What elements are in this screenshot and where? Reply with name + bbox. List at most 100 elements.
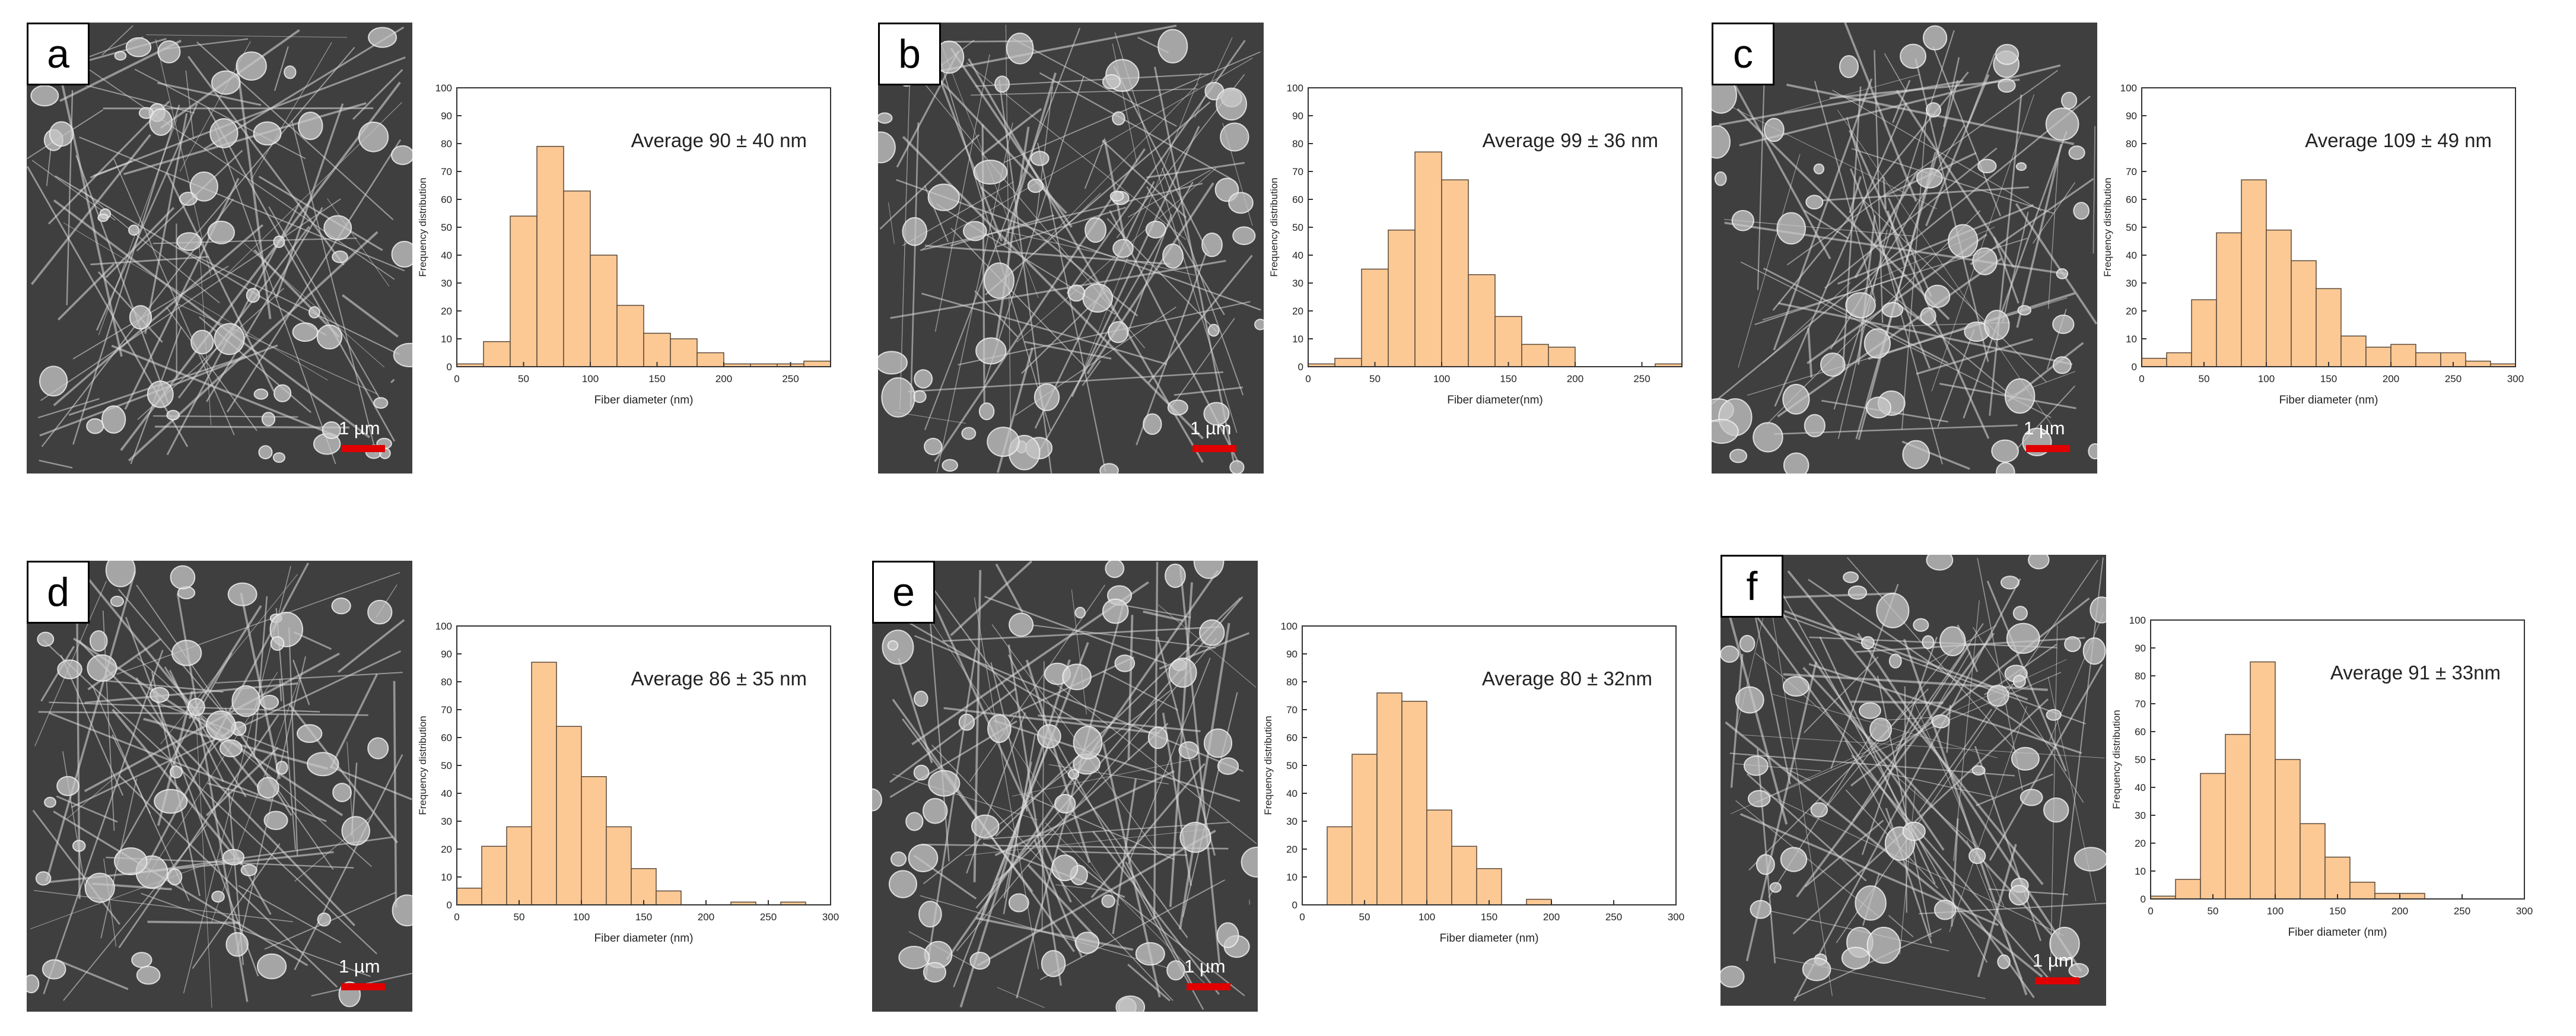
sem-image xyxy=(872,561,1258,1012)
scale-bar xyxy=(2026,445,2070,452)
histogram-bar xyxy=(1526,898,1552,905)
y-tick-label: 0 xyxy=(447,361,452,373)
histogram-bar xyxy=(536,145,564,367)
y-tick-label: 0 xyxy=(1298,361,1303,373)
x-tick-label: 300 xyxy=(2507,373,2524,384)
histogram-bar xyxy=(556,726,582,905)
histogram-bar xyxy=(563,190,591,367)
x-tick-label: 200 xyxy=(698,911,714,923)
histogram-bar xyxy=(1441,179,1469,367)
histogram-bar xyxy=(643,332,671,367)
histogram-bar xyxy=(456,888,482,905)
histogram-chart: 0 50 100 150 200 250 300 0 10 20 30 40 50 60 70 80 90 100… xyxy=(2102,82,2557,468)
y-tick-label: 30 xyxy=(1286,816,1297,827)
histogram-bar xyxy=(803,360,831,367)
x-tick-label: 150 xyxy=(2329,905,2346,917)
x-tick-label: 300 xyxy=(2516,905,2533,917)
y-tick-label: 20 xyxy=(441,844,452,855)
histogram-bar xyxy=(2316,288,2342,367)
x-tick-label: 250 xyxy=(2445,373,2461,384)
x-tick-label: 200 xyxy=(1567,373,1583,384)
y-tick-label: 80 xyxy=(441,676,452,688)
histogram-bar xyxy=(631,868,657,905)
x-tick-label: 50 xyxy=(2199,373,2210,384)
scale-bar xyxy=(341,983,385,990)
y-tick-label: 40 xyxy=(2135,782,2146,793)
x-axis-label: Fiber diameter (nm) xyxy=(1440,932,1539,945)
scale-bar-label: 1 µm xyxy=(339,956,380,977)
panel-label: a xyxy=(27,23,90,85)
average-annotation: Average 91 ± 33nm xyxy=(2330,662,2501,684)
y-tick-label: 90 xyxy=(1286,649,1297,660)
y-tick-label: 10 xyxy=(2135,866,2146,877)
y-tick-label: 90 xyxy=(441,110,452,122)
scale-bar-label: 1 µm xyxy=(1184,956,1226,977)
sem-image xyxy=(878,23,1264,473)
x-tick-label: 100 xyxy=(2258,373,2275,384)
y-tick-label: 80 xyxy=(2135,670,2146,682)
y-tick-label: 40 xyxy=(1286,788,1297,799)
histogram-bar xyxy=(531,662,557,905)
panel-e: e 1 µm 0 50 100 150 200 250 300 0 10 20 30 40 50 60 70… xyxy=(872,561,1726,1012)
y-tick-label: 70 xyxy=(441,166,452,177)
x-tick-label: 50 xyxy=(2208,905,2219,917)
x-tick-label: 250 xyxy=(1633,373,1650,384)
histogram-bar xyxy=(581,776,607,905)
histogram-bar xyxy=(1361,268,1389,367)
histogram-bar xyxy=(506,826,532,905)
y-tick-label: 70 xyxy=(1292,166,1303,177)
x-axis-label: Fiber diameter (nm) xyxy=(2279,394,2378,406)
y-tick-label: 60 xyxy=(1286,732,1297,743)
y-axis-label: Frequency distribution xyxy=(417,716,428,815)
histogram-bar xyxy=(1388,229,1416,367)
panel-label: e xyxy=(872,561,935,624)
histogram-bar xyxy=(2291,260,2317,367)
histogram-bar xyxy=(510,215,538,367)
histogram-bar xyxy=(1476,868,1502,905)
y-tick-label: 100 xyxy=(2129,615,2146,626)
panel-f: f 1 µm 0 50 100 150 200 250 300 0 10 20 30 40 50 60 70… xyxy=(1720,555,2575,1006)
histogram-bar xyxy=(1548,347,1576,367)
x-tick-label: 0 xyxy=(454,911,459,923)
bead-texture xyxy=(1720,555,2106,988)
y-axis-label: Frequency distribution xyxy=(1268,177,1280,277)
y-tick-label: 0 xyxy=(1292,900,1297,911)
panel-label: f xyxy=(1720,555,1783,618)
y-tick-label: 20 xyxy=(441,306,452,317)
y-tick-label: 50 xyxy=(441,760,452,771)
histogram-bar xyxy=(2340,335,2367,367)
y-tick-label: 90 xyxy=(2135,643,2146,654)
average-annotation: Average 90 ± 40 nm xyxy=(631,129,807,151)
histogram-bar xyxy=(2374,892,2400,900)
histogram-bar xyxy=(606,826,632,905)
y-tick-label: 40 xyxy=(441,250,452,261)
x-tick-label: 200 xyxy=(2383,373,2399,384)
histogram-chart: 0 50 100 150 200 250 0 10 20 30 40 50 60 70 80 90 100 Fib… xyxy=(1268,82,1723,468)
x-tick-label: 250 xyxy=(1605,911,1622,923)
histogram-bar xyxy=(1401,701,1427,905)
y-tick-label: 100 xyxy=(1287,82,1303,94)
x-tick-label: 200 xyxy=(1543,911,1560,923)
histogram-bar xyxy=(2191,299,2217,367)
x-tick-label: 0 xyxy=(454,373,459,384)
x-tick-label: 100 xyxy=(573,911,590,923)
average-annotation: Average 86 ± 35 nm xyxy=(631,668,807,689)
histogram-bar xyxy=(2166,352,2192,367)
histogram-bar xyxy=(2275,759,2301,900)
x-tick-label: 0 xyxy=(2148,905,2153,917)
histogram-bar xyxy=(697,352,724,367)
y-tick-label: 70 xyxy=(1286,704,1297,716)
x-tick-label: 50 xyxy=(1369,373,1381,384)
histogram-bar xyxy=(616,304,644,367)
x-tick-label: 100 xyxy=(1433,373,1450,384)
bead-texture xyxy=(878,28,1264,473)
x-axis-label: Fiber diameter (nm) xyxy=(2288,926,2387,939)
y-tick-label: 10 xyxy=(441,333,452,345)
y-tick-label: 0 xyxy=(2141,894,2146,905)
y-tick-label: 60 xyxy=(1292,194,1303,205)
x-tick-label: 150 xyxy=(635,911,652,923)
histogram-chart: 0 50 100 150 200 250 300 0 10 20 30 40 50 60 70 80 90 100… xyxy=(2111,615,2566,1000)
panel-label: c xyxy=(1712,23,1774,85)
histogram-bar xyxy=(481,846,507,905)
histogram-bar xyxy=(1414,151,1442,367)
